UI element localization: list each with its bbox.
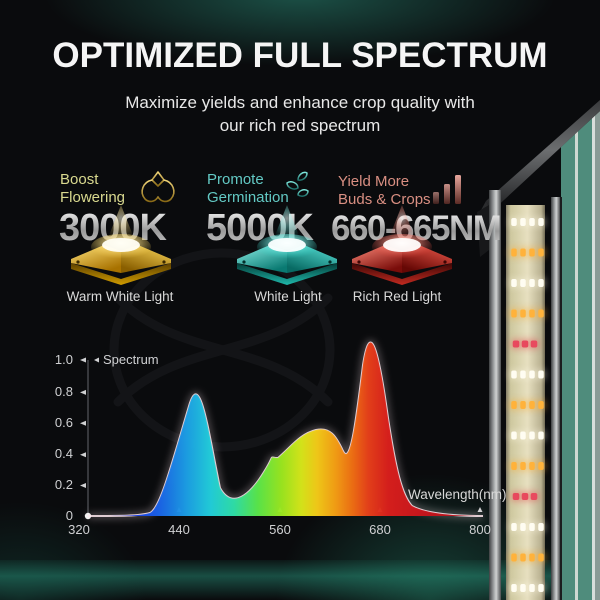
svg-text:0.2: 0.2 — [55, 477, 73, 492]
svg-text:1.0: 1.0 — [55, 352, 73, 367]
svg-text:Wavelength(nm): Wavelength(nm) — [408, 487, 507, 502]
svg-text:440: 440 — [168, 522, 190, 537]
svg-text:0.6: 0.6 — [55, 415, 73, 430]
svg-text:0.4: 0.4 — [55, 446, 73, 461]
svg-text:0: 0 — [66, 508, 73, 523]
svg-text:560: 560 — [269, 522, 291, 537]
svg-text:320: 320 — [68, 522, 90, 537]
svg-text:Spectrum: Spectrum — [103, 352, 159, 367]
svg-text:800: 800 — [469, 522, 491, 537]
svg-text:0.8: 0.8 — [55, 384, 73, 399]
svg-text:680: 680 — [369, 522, 391, 537]
